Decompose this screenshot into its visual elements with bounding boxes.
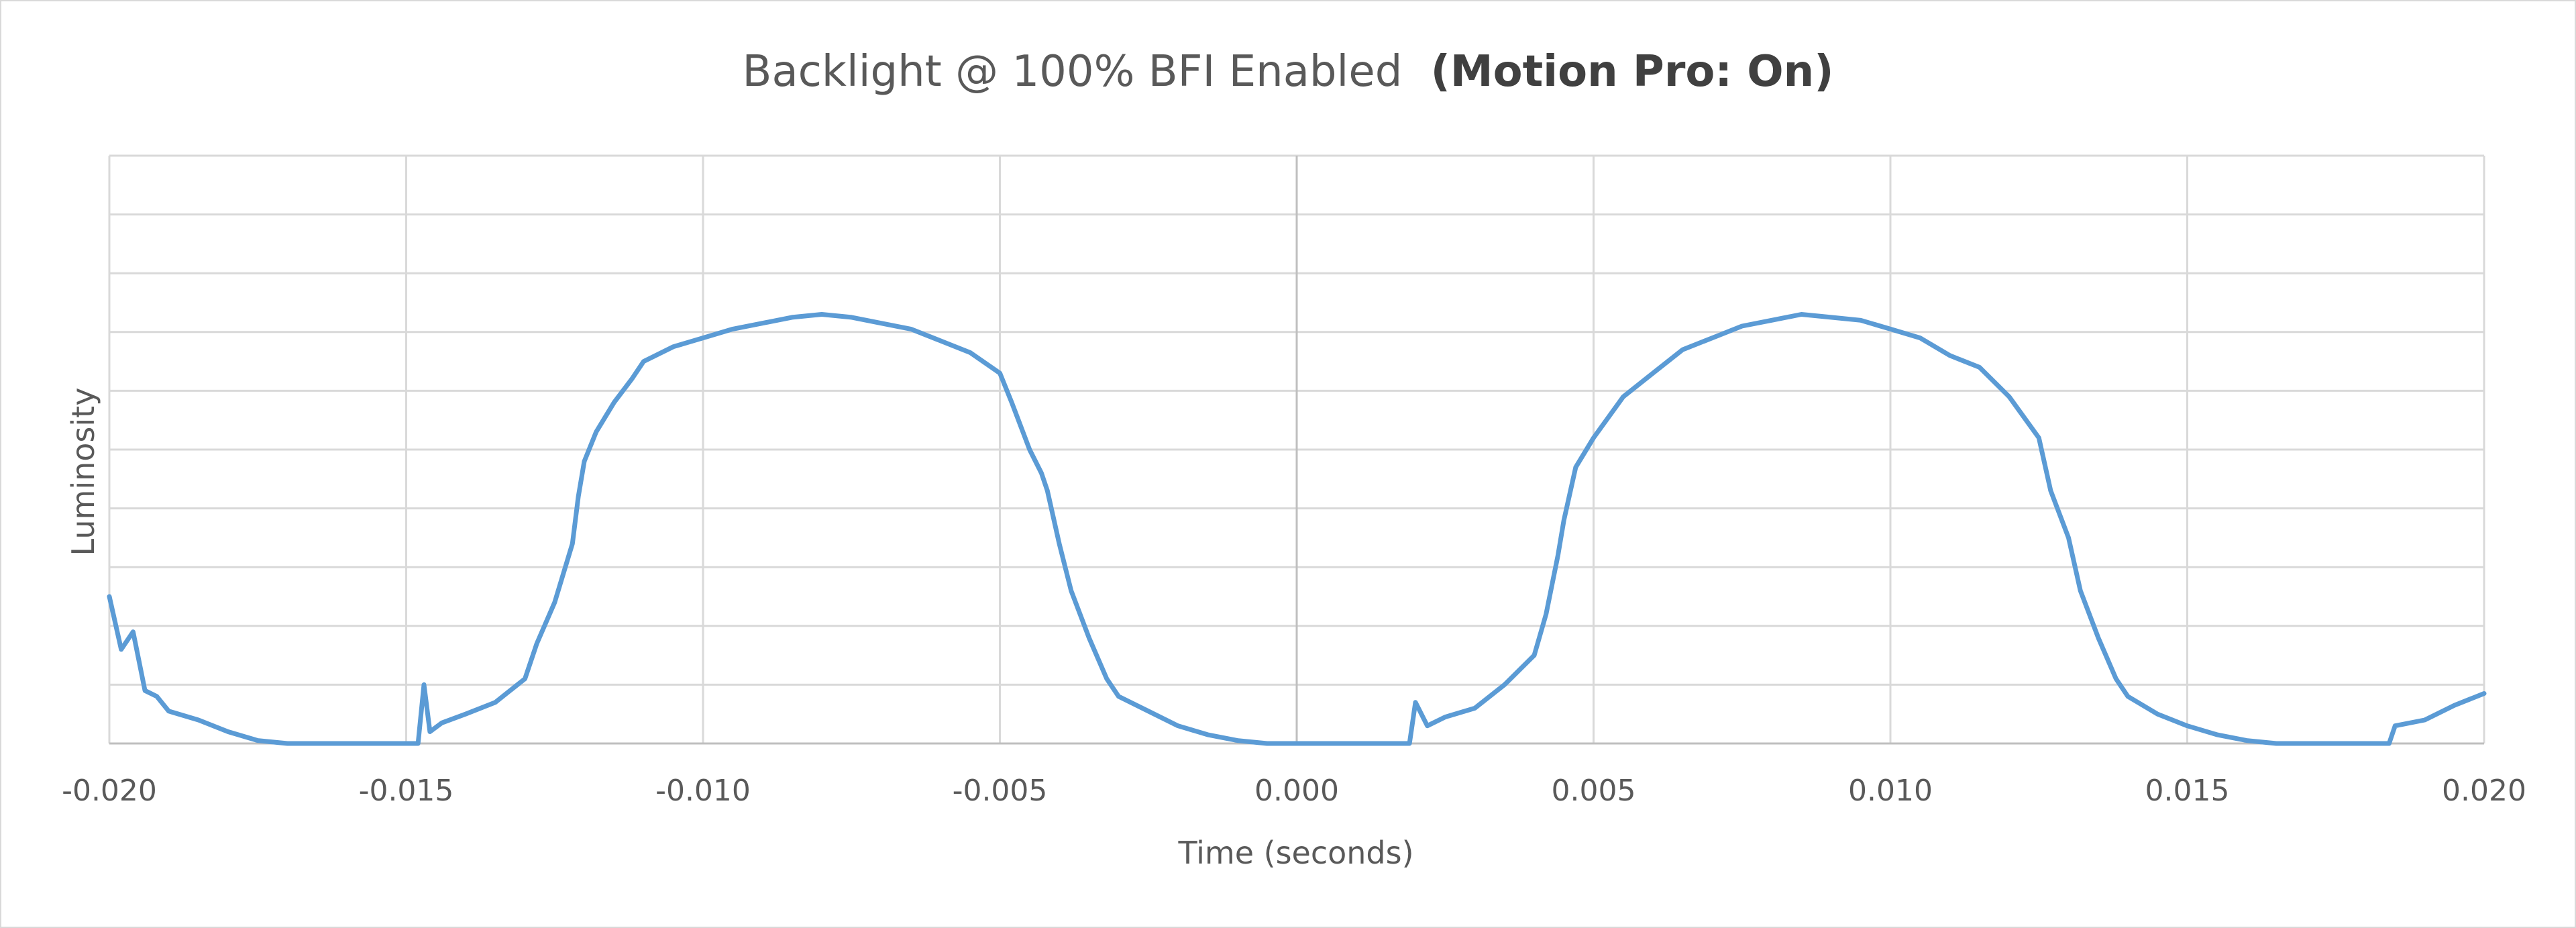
vertical-gridlines bbox=[108, 156, 2485, 745]
x-tick-label: 0.020 bbox=[2442, 774, 2526, 808]
x-tick-label: 0.015 bbox=[2145, 774, 2230, 808]
x-tick-label: -0.010 bbox=[655, 774, 751, 808]
x-tick-label: 0.005 bbox=[1552, 774, 1636, 808]
x-tick-label: -0.020 bbox=[62, 774, 157, 808]
chart-title-main: Backlight @ 100% BFI Enabled bbox=[743, 47, 1403, 97]
x-tick-labels: -0.020 -0.015 -0.010 -0.005 0.000 0.005 0.010 0… bbox=[62, 774, 2526, 808]
y-axis-title: Luminosity bbox=[65, 388, 101, 556]
x-tick-label: 0.000 bbox=[1254, 774, 1339, 808]
x-tick-label: 0.010 bbox=[1848, 774, 1933, 808]
x-tick-label: -0.015 bbox=[359, 774, 454, 808]
series-line-1 bbox=[107, 312, 2487, 746]
chart-title: Backlight @ 100% BFI Enabled (Motion Pro… bbox=[743, 47, 1834, 97]
x-tick-label: -0.005 bbox=[953, 774, 1048, 808]
series-group bbox=[107, 312, 2487, 746]
chart-title-bold: (Motion Pro: On) bbox=[1431, 47, 1834, 97]
x-axis-title: Time (seconds) bbox=[1177, 835, 1413, 871]
